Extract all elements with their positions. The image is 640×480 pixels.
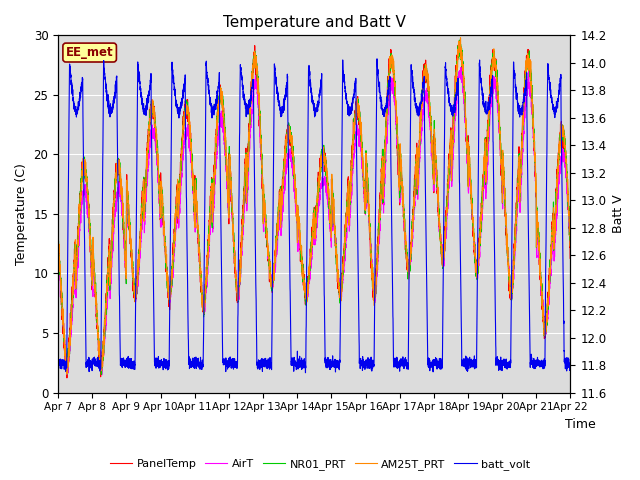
NR01_PRT (147, 113, 154, 119)
AM25T_PRT (147, 112, 154, 118)
PanelTemp (566, 244, 574, 250)
batt_volt (566, 365, 574, 371)
AM25T_PRT (63, 371, 70, 377)
PanelTemp (401, 225, 408, 230)
Line: AirT: AirT (58, 68, 570, 375)
NR01_PRT (456, 37, 463, 43)
batt_volt (147, 78, 154, 84)
AM25T_PRT (295, 214, 303, 220)
Line: PanelTemp: PanelTemp (58, 42, 570, 378)
AM25T_PRT (566, 233, 574, 239)
PanelTemp (566, 207, 574, 213)
NR01_PRT (54, 276, 62, 282)
NR01_PRT (458, 54, 466, 60)
Y-axis label: Temperature (C): Temperature (C) (15, 163, 28, 265)
AirT (147, 142, 154, 147)
NR01_PRT (97, 372, 105, 377)
batt_volt (295, 361, 303, 367)
AirT (401, 219, 408, 225)
Line: AM25T_PRT: AM25T_PRT (58, 38, 570, 374)
Title: Temperature and Batt V: Temperature and Batt V (223, 15, 406, 30)
AM25T_PRT (54, 264, 62, 269)
AirT (457, 65, 465, 71)
NR01_PRT (429, 168, 436, 173)
Line: batt_volt: batt_volt (58, 59, 570, 373)
PanelTemp (63, 375, 71, 381)
PanelTemp (458, 56, 466, 61)
AM25T_PRT (566, 243, 574, 249)
Legend: PanelTemp, AirT, NR01_PRT, AM25T_PRT, batt_volt: PanelTemp, AirT, NR01_PRT, AM25T_PRT, ba… (106, 455, 534, 474)
AirT (54, 286, 62, 291)
batt_volt (401, 356, 408, 362)
Text: EE_met: EE_met (66, 46, 113, 59)
PanelTemp (429, 171, 436, 177)
NR01_PRT (566, 237, 574, 242)
Line: NR01_PRT: NR01_PRT (58, 40, 570, 374)
batt_volt (566, 362, 574, 368)
batt_volt (54, 361, 62, 367)
AirT (458, 79, 466, 84)
AirT (429, 166, 436, 172)
AirT (295, 226, 303, 231)
batt_volt (373, 56, 381, 62)
AM25T_PRT (457, 35, 465, 41)
PanelTemp (456, 39, 464, 45)
NR01_PRT (401, 224, 408, 229)
batt_volt (429, 362, 437, 368)
NR01_PRT (295, 221, 303, 227)
Y-axis label: Batt V: Batt V (612, 194, 625, 233)
batt_volt (458, 363, 466, 369)
NR01_PRT (566, 238, 574, 243)
PanelTemp (295, 224, 303, 230)
AirT (566, 242, 574, 248)
AirT (98, 372, 106, 378)
AirT (566, 230, 574, 236)
AM25T_PRT (429, 161, 436, 167)
AM25T_PRT (458, 54, 466, 60)
batt_volt (301, 370, 309, 376)
AM25T_PRT (401, 222, 408, 228)
PanelTemp (54, 246, 62, 252)
PanelTemp (147, 110, 154, 116)
X-axis label: Time: Time (565, 418, 596, 431)
